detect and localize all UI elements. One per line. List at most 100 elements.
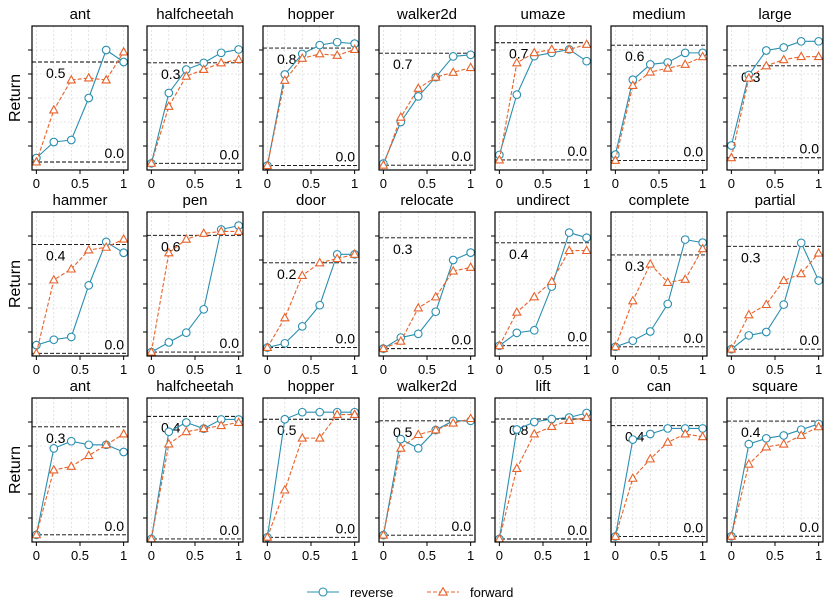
- data-point-forward: [263, 531, 273, 541]
- data-point-reverse: [680, 235, 690, 244]
- panel-title: complete: [629, 192, 690, 209]
- data-point-reverse: [431, 307, 441, 317]
- legend-label-reverse: reverse: [350, 585, 393, 600]
- data-point-reverse: [761, 327, 771, 337]
- ref-label-low: 0.0: [800, 519, 820, 535]
- series-forward: [611, 428, 707, 540]
- x-tick-label: 0.5: [534, 362, 552, 377]
- data-point-forward: [796, 268, 807, 278]
- data-point-forward: [413, 302, 424, 312]
- data-point-forward: [83, 244, 94, 254]
- data-point-reverse: [181, 328, 191, 337]
- x-tick-label: 1: [120, 362, 127, 377]
- data-point-forward: [263, 342, 273, 352]
- data-point-forward: [761, 441, 772, 451]
- data-point-reverse: [779, 431, 789, 440]
- series-forward: [495, 412, 591, 542]
- data-point-forward: [279, 312, 290, 322]
- panel-square: 0.0 0.4 0 0.5 1 square: [723, 378, 824, 563]
- data-point-forward: [163, 438, 174, 448]
- ref-label-low: 0.0: [800, 141, 820, 157]
- data-point-forward: [379, 343, 389, 353]
- data-point-reverse: [280, 338, 290, 348]
- data-point-forward: [395, 111, 406, 121]
- panel-hammer: 0.0 0.4 0 0.5 1 hammer: [28, 192, 129, 377]
- data-point-forward: [529, 291, 540, 301]
- grid: [147, 398, 243, 542]
- data-point-reverse: [66, 135, 76, 145]
- data-point-forward: [279, 75, 290, 84]
- x-tick-label: 0: [33, 362, 40, 377]
- data-point-forward: [662, 436, 673, 446]
- x-tick-label: 0.5: [534, 176, 552, 191]
- x-tick-label: 1: [467, 548, 474, 563]
- panel-pen: 0.0 0.6 0 0.5 1 pen: [143, 192, 244, 377]
- series-forward: [32, 428, 128, 539]
- data-point-forward: [465, 262, 475, 271]
- data-point-reverse: [779, 43, 789, 52]
- x-tick-label: 0.5: [71, 548, 89, 563]
- data-point-forward: [645, 453, 656, 463]
- panel-complete: 0.0 0.3 0 0.5 1 complete: [607, 192, 708, 377]
- y-axis-label: Return: [7, 446, 24, 494]
- series-line-forward: [614, 248, 704, 348]
- data-point-reverse: [199, 304, 209, 314]
- data-point-forward: [314, 257, 325, 267]
- series-forward: [379, 62, 475, 169]
- x-tick-label: 1: [235, 176, 242, 191]
- ref-label-high: 0.4: [509, 246, 529, 262]
- data-point-forward: [32, 529, 42, 539]
- y-axis-label: Return: [7, 260, 24, 308]
- x-tick-label: 0: [728, 362, 735, 377]
- grid: [727, 398, 823, 542]
- data-point-forward: [147, 157, 157, 167]
- data-point-forward: [297, 270, 308, 280]
- data-point-forward: [813, 247, 823, 257]
- panel-title: medium: [632, 6, 685, 23]
- ref-label-low: 0.0: [568, 143, 588, 159]
- data-point-forward: [564, 415, 575, 424]
- data-point-forward: [198, 228, 209, 237]
- data-point-forward: [627, 80, 638, 90]
- data-point-forward: [349, 249, 359, 258]
- legend-marker-reverse: [318, 587, 328, 597]
- data-point-forward: [101, 74, 112, 84]
- ref-label-low: 0.0: [220, 335, 240, 351]
- ref-label-high: 0.4: [741, 424, 761, 440]
- data-point-reverse: [796, 238, 806, 248]
- x-tick-label: 1: [467, 362, 474, 377]
- x-tick-label: 0: [33, 548, 40, 563]
- data-point-forward: [627, 295, 638, 305]
- ref-label-high: 0.2: [277, 266, 297, 282]
- data-point-forward: [495, 154, 505, 164]
- data-point-forward: [349, 44, 359, 54]
- data-point-forward: [778, 275, 789, 285]
- ref-label-high: 0.5: [46, 65, 66, 81]
- data-point-reverse: [698, 424, 707, 433]
- panel-title: partial: [755, 192, 796, 209]
- grid: [32, 212, 128, 356]
- ref-label-low: 0.0: [684, 519, 704, 535]
- series-line-forward: [150, 58, 239, 164]
- x-tick-label: 1: [583, 548, 590, 563]
- data-point-reverse: [119, 447, 128, 457]
- data-point-reverse: [84, 440, 94, 450]
- panel-relocate: 0.0 0.3 0 0.5 1 relocate: [375, 192, 476, 377]
- data-point-forward: [697, 51, 707, 61]
- data-point-forward: [529, 47, 540, 57]
- data-point-forward: [332, 409, 343, 419]
- panel-partial: 0.0 0.3 0 0.5 1 partial: [723, 192, 824, 377]
- data-point-forward: [395, 442, 406, 452]
- data-point-reverse: [663, 424, 673, 433]
- data-point-reverse: [744, 439, 754, 449]
- ref-label-low: 0.0: [568, 522, 588, 538]
- series-forward: [379, 413, 475, 539]
- panel-medium: 0.0 0.6 0 0.5 1 medium: [607, 6, 708, 191]
- x-tick-label: 1: [699, 176, 706, 191]
- ref-label-low: 0.0: [684, 143, 704, 159]
- x-tick-label: 0.5: [302, 362, 320, 377]
- x-tick-label: 0.5: [650, 362, 668, 377]
- data-point-reverse: [66, 332, 76, 342]
- ref-label-low: 0.0: [220, 522, 240, 538]
